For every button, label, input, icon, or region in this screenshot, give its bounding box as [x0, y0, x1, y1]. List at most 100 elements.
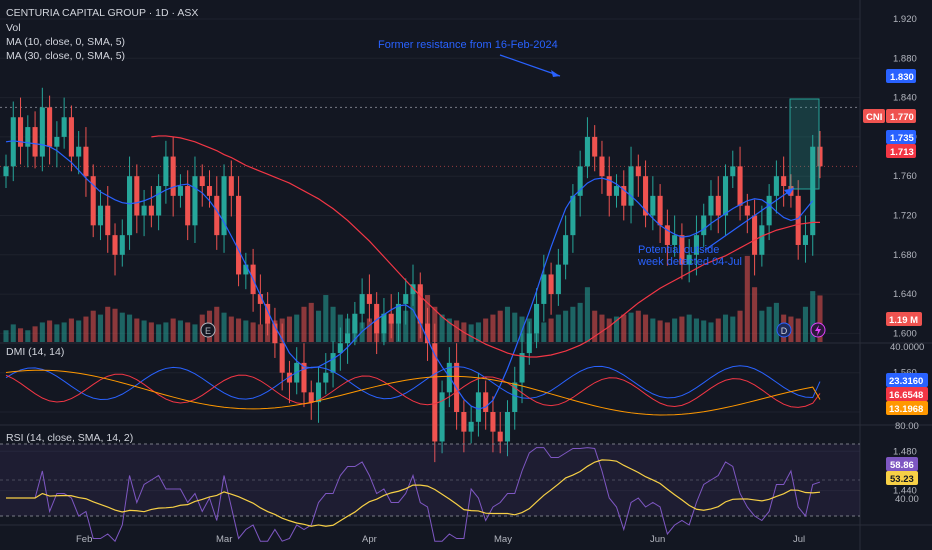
price-axis[interactable]: 1.9201.8801.8401.8001.7601.7201.6801.640…	[893, 14, 917, 497]
candle-body	[483, 392, 489, 412]
ma10-line	[5, 140, 814, 410]
volume-bar	[504, 306, 511, 342]
volume-bar	[584, 287, 590, 342]
candle-body	[206, 186, 213, 196]
volume-bar	[47, 320, 53, 342]
volume-bar	[599, 314, 605, 342]
volume-bar	[134, 318, 140, 342]
volume-bar	[250, 322, 256, 342]
price-axis-tick: 1.600	[893, 328, 917, 339]
candle-body	[795, 195, 801, 245]
candle-body	[512, 382, 518, 412]
volume-bar	[570, 306, 576, 342]
candle-body	[214, 195, 220, 236]
volume-bar	[330, 306, 336, 342]
ma-slow-legend[interactable]: MA (30, close, 0, SMA, 5)	[6, 50, 125, 62]
rsi-legend[interactable]: RSI (14, close, SMA, 14, 2)	[6, 432, 133, 444]
candle-body	[170, 156, 176, 196]
x-axis-label-jun: Jun	[650, 534, 665, 545]
volume-bar	[795, 318, 801, 342]
last-price-tag-label: 1.770	[890, 112, 914, 123]
earnings-marker-icon[interactable]: E	[200, 322, 216, 338]
volume-bar	[403, 310, 409, 342]
time-axis[interactable]: Feb Mar Apr May Jun Jul	[76, 534, 805, 545]
candle-body	[766, 195, 772, 226]
candle-body	[17, 117, 24, 147]
volume-bar	[810, 291, 816, 342]
volume-bar	[686, 314, 692, 342]
volume-bar	[294, 314, 300, 342]
price-axis-tick: 1.840	[893, 93, 917, 104]
candle-body	[541, 274, 547, 304]
candle-body	[613, 186, 620, 196]
candle-body	[621, 186, 627, 206]
volume-bar	[17, 328, 24, 342]
candle-body	[301, 362, 307, 393]
rsi-ma-line	[6, 459, 821, 527]
candle-body	[61, 117, 67, 137]
volume-bar	[650, 318, 656, 342]
symbol-tag	[863, 109, 885, 123]
flash-event-icon[interactable]	[810, 322, 826, 338]
annotation-outside-week-line1: Potential outside	[638, 244, 719, 256]
ma-fast-legend[interactable]: MA (10, close, 0, SMA, 5)	[6, 36, 125, 48]
rsi-axis-tick-80: 80.00	[895, 421, 919, 432]
candle-body	[715, 195, 721, 216]
candle-body	[657, 195, 663, 226]
candle-body	[345, 333, 351, 344]
ma30-line	[151, 135, 820, 358]
volume-bar	[156, 324, 162, 342]
svg-text:E: E	[205, 326, 211, 336]
volume-bar	[119, 312, 125, 342]
candle-body	[156, 186, 162, 216]
annotation-resistance: Former resistance from 16-Feb-2024	[378, 39, 558, 51]
candle-body	[490, 412, 496, 432]
annotation-outside-week-arrow	[704, 187, 795, 251]
volume-bar	[490, 314, 496, 342]
volume-legend[interactable]: Vol	[6, 22, 21, 34]
last-price-tag	[886, 109, 916, 123]
candle-body	[105, 205, 111, 236]
x-axis-label-apr: Apr	[362, 534, 377, 545]
adx-tag-label: 13.1968	[889, 404, 923, 415]
candle-body	[265, 303, 271, 324]
candle-body	[141, 205, 147, 216]
volume-bar	[817, 295, 823, 342]
candle-body	[395, 303, 402, 324]
volume-bar	[3, 330, 9, 342]
annotation-resistance-arrowhead	[551, 70, 560, 77]
annotation-resistance-arrow	[499, 54, 561, 77]
symbol-title[interactable]: CENTURIA CAPITAL GROUP · 1D · ASX	[6, 7, 198, 19]
volume-bar	[512, 312, 518, 342]
dmi-legend[interactable]: DMI (14, 14)	[6, 346, 64, 358]
candle-body	[90, 176, 96, 226]
candle-body	[773, 176, 779, 196]
candle-body	[679, 235, 685, 265]
ma-slow-tag-label: 1.713	[890, 147, 914, 158]
candle-body	[810, 146, 816, 236]
volume-bar	[185, 322, 191, 342]
candle-body	[628, 166, 634, 206]
svg-text:D: D	[781, 326, 788, 336]
candle-body	[374, 303, 380, 334]
candle-body	[10, 117, 16, 167]
candle-body	[163, 156, 169, 187]
adx-tag	[886, 401, 928, 415]
candle-body	[25, 127, 31, 147]
volume-bar	[672, 318, 678, 342]
dividend-marker-icon[interactable]: D	[776, 322, 792, 338]
volume-bar	[323, 295, 329, 342]
volume-bar	[439, 314, 445, 342]
volume-bar	[221, 312, 227, 342]
adx-line	[5, 369, 821, 416]
candle-body	[177, 186, 183, 196]
volume-bar	[446, 318, 452, 342]
volume-bar	[701, 320, 707, 342]
candle-body	[461, 412, 467, 432]
candle-body	[802, 235, 809, 245]
volume-bar	[163, 322, 169, 342]
candle-body	[592, 136, 598, 157]
volume-bar	[410, 291, 416, 342]
volume-bar	[613, 316, 620, 342]
